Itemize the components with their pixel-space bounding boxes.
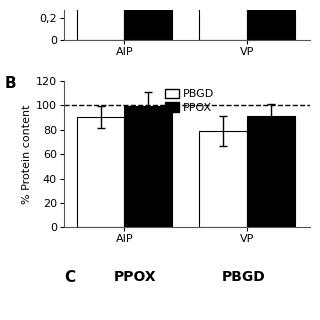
Bar xyxy=(124,107,172,228)
Legend: PBGD, PPOX: PBGD, PPOX xyxy=(163,86,217,115)
Bar xyxy=(199,0,247,40)
Bar xyxy=(247,0,294,40)
Bar xyxy=(247,116,294,228)
Bar xyxy=(124,0,172,40)
Text: C: C xyxy=(64,270,75,285)
Bar xyxy=(77,0,124,40)
Y-axis label: % Protein content: % Protein content xyxy=(22,104,32,204)
Text: PPOX: PPOX xyxy=(113,270,156,284)
Text: PBGD: PBGD xyxy=(222,270,266,284)
Bar xyxy=(77,117,124,228)
Text: B: B xyxy=(5,76,17,92)
Bar xyxy=(199,131,247,228)
